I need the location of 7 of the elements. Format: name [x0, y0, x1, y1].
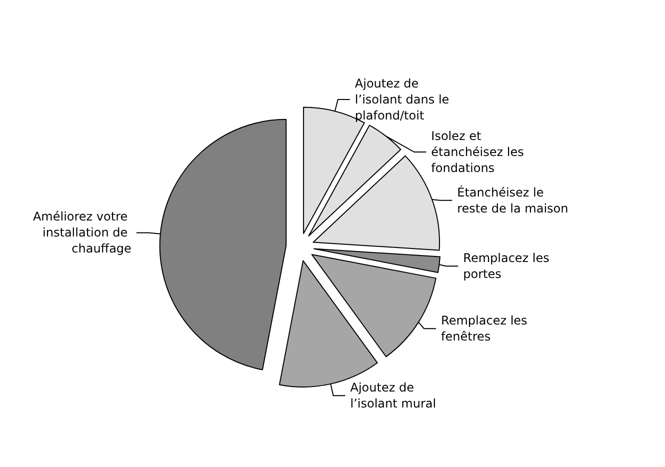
slice-label: Ajoutez de l’isolant mural: [350, 380, 436, 411]
slice-label: Étanchéisez le reste de la maison: [457, 184, 568, 216]
slice-label: Améliorez votre installation de chauffage: [32, 210, 132, 256]
slice-label: Remplacez les portes: [463, 251, 554, 282]
slice-label: Ajoutez de l’isolant dans le plafond/toit: [354, 76, 453, 123]
slice-label: Isolez et étanchéisez les fondations: [431, 129, 528, 176]
slice-label: Remplacez les fenêtres: [441, 314, 532, 344]
